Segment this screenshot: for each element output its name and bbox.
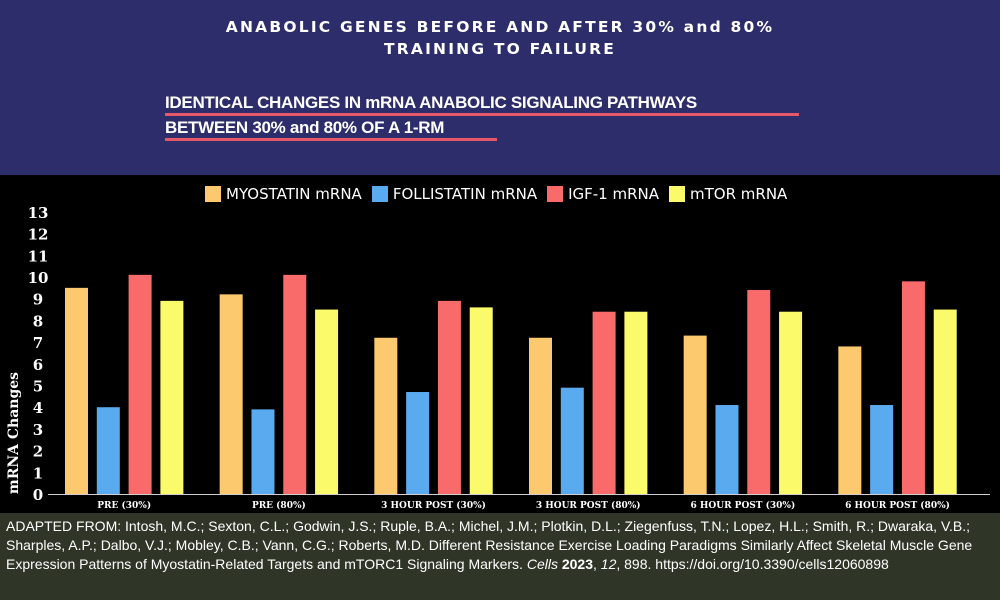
bar	[901, 281, 925, 494]
bar	[838, 346, 862, 494]
bar	[870, 405, 894, 494]
bar	[469, 307, 493, 494]
legend-swatch-follistatin	[371, 186, 388, 202]
y-tick-label: 12	[28, 226, 49, 244]
y-tick-label: 8	[33, 312, 43, 330]
bar	[624, 311, 648, 494]
legend-item-myostatin: MYOSTATIN mRNA	[205, 185, 362, 203]
header-panel: ANABOLIC GENES BEFORE AND AFTER 30% and …	[0, 0, 1000, 175]
bar	[251, 409, 275, 494]
y-tick-label: 10	[28, 269, 49, 287]
legend-swatch-myostatin	[205, 186, 221, 202]
y-axis-label: mRNA Changes	[6, 372, 22, 494]
legend-swatch-igf1	[547, 186, 564, 202]
y-tick-label: 6	[33, 356, 43, 374]
legend-label-mtor: mTOR mRNA	[690, 185, 788, 203]
bar	[406, 392, 430, 494]
y-tick-label: 1	[33, 464, 43, 482]
subtitle-line2: BETWEEN 30% and 80% OF A 1-RM	[165, 118, 445, 137]
y-tick-label: 13	[28, 204, 49, 222]
x-tick-label: 6 HOUR POST (80%)	[845, 500, 950, 511]
x-tick-label: 3 HOUR POST (30%)	[381, 500, 486, 511]
bar	[560, 387, 584, 494]
legend-item-follistatin: FOLLISTATIN mRNA	[371, 185, 538, 203]
bar	[283, 274, 307, 494]
subtitle-line1: IDENTICAL CHANGES IN mRNA ANABOLIC SIGNA…	[165, 93, 697, 112]
bar	[933, 309, 957, 494]
bar	[315, 309, 339, 494]
bar	[65, 287, 88, 494]
x-tick-label: 3 HOUR POST (80%)	[536, 500, 641, 511]
bar	[96, 407, 120, 494]
subtitle-underline-1	[165, 113, 799, 116]
chart-panel: MYOSTATIN mRNA FOLLISTATIN mRNA IGF-1 mR…	[0, 175, 1000, 513]
y-tick-label: 2	[33, 443, 43, 461]
citation-doi-link[interactable]: https://doi.org/10.3390/cells12060898	[655, 556, 889, 572]
citation-volume: 12	[600, 556, 617, 572]
y-tick-label: 7	[33, 334, 43, 352]
legend-label-igf1: IGF-1 mRNA	[568, 185, 660, 203]
bar	[747, 290, 771, 494]
bar	[160, 300, 184, 494]
chart-legend: MYOSTATIN mRNA FOLLISTATIN mRNA IGF-1 mR…	[205, 183, 787, 205]
bar	[592, 311, 616, 494]
bar	[683, 335, 707, 494]
subtitle-underline-2	[165, 138, 497, 141]
bar	[374, 337, 398, 494]
citation-text: ADAPTED FROM: Intosh, M.C.; Sexton, C.L.…	[6, 517, 991, 574]
x-tick-label: PRE (30%)	[97, 500, 151, 511]
x-tick-label: 6 HOUR POST (30%)	[690, 500, 795, 511]
x-tick-label: PRE (80%)	[252, 500, 306, 511]
y-tick-label: 11	[28, 247, 49, 265]
citation-prefix: ADAPTED FROM: Intosh, M.C.; Sexton, C.L.…	[6, 518, 973, 572]
chart-title-line2: TRAINING TO FAILURE	[383, 40, 617, 58]
citation-pages: , 898.	[616, 556, 656, 572]
citation-year: 2023	[561, 556, 593, 572]
legend-label-follistatin: FOLLISTATIN mRNA	[392, 185, 538, 203]
legend-swatch-mtor	[669, 186, 686, 202]
bar	[779, 311, 803, 494]
chart-title-line1: ANABOLIC GENES BEFORE AND AFTER 30% and …	[225, 18, 775, 36]
y-tick-label: 9	[33, 291, 43, 309]
y-tick-label: 0	[33, 486, 43, 504]
bar	[715, 405, 739, 494]
bar	[437, 300, 461, 494]
bar	[219, 294, 243, 494]
legend-item-igf1: IGF-1 mRNA	[547, 185, 659, 203]
legend-item-mtor: mTOR mRNA	[669, 185, 787, 203]
y-tick-label: 5	[33, 378, 43, 396]
bar	[128, 274, 152, 494]
chart-title: ANABOLIC GENES BEFORE AND AFTER 30% and …	[0, 16, 1000, 60]
y-tick-label: 3	[33, 421, 43, 439]
bar	[529, 337, 552, 494]
citation-journal: Cells	[526, 556, 558, 572]
y-tick-label: 4	[33, 399, 43, 417]
citation-panel: ADAPTED FROM: Intosh, M.C.; Sexton, C.L.…	[0, 513, 1000, 600]
legend-label-myostatin: MYOSTATIN mRNA	[226, 185, 362, 203]
citation-comma: ,	[593, 556, 601, 572]
